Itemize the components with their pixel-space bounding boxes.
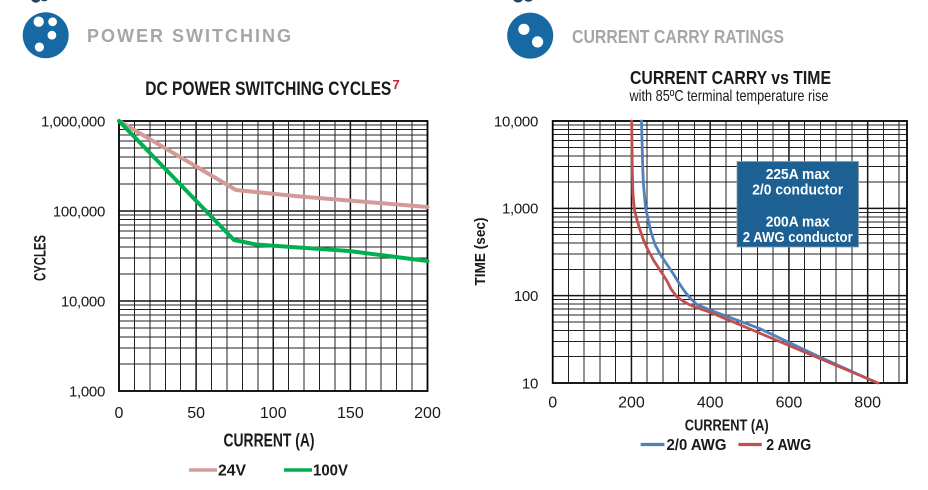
svg-text:10,000: 10,000 — [494, 113, 538, 130]
svg-text:50: 50 — [187, 405, 205, 422]
svg-text:CYCLES: CYCLES — [31, 235, 50, 281]
svg-text:CURRENT CARRY RATINGS: CURRENT CARRY RATINGS — [572, 27, 784, 47]
svg-text:200A max: 200A max — [766, 214, 831, 231]
svg-text:1,000: 1,000 — [69, 383, 105, 400]
svg-text:100: 100 — [514, 288, 538, 305]
svg-text:2 AWG conductor: 2 AWG conductor — [743, 229, 853, 246]
svg-text:10: 10 — [522, 375, 538, 392]
svg-text:100: 100 — [260, 405, 287, 422]
svg-text:CURRENT CARRY vs TIME: CURRENT CARRY vs TIME — [630, 68, 831, 88]
svg-text:2/0 conductor: 2/0 conductor — [752, 182, 843, 199]
svg-text:0: 0 — [115, 405, 124, 422]
svg-text:200: 200 — [414, 405, 441, 422]
svg-text:200: 200 — [618, 395, 645, 412]
svg-text:400: 400 — [697, 395, 724, 412]
svg-text:10,000: 10,000 — [61, 293, 105, 310]
svg-text:225A max: 225A max — [766, 166, 831, 183]
svg-text:POWER SWITCHING: POWER SWITCHING — [87, 26, 293, 46]
svg-text:800: 800 — [854, 395, 881, 412]
svg-text:CURRENT (A): CURRENT (A) — [224, 431, 315, 451]
svg-text:100,000: 100,000 — [53, 203, 105, 220]
svg-text:with 85ºC terminal temperature: with 85ºC terminal temperature rise — [629, 88, 829, 105]
svg-text:2 AWG: 2 AWG — [766, 437, 811, 454]
svg-text:1,000,000: 1,000,000 — [41, 113, 105, 130]
svg-text:1,000: 1,000 — [502, 201, 538, 218]
svg-text:CURRENT (A): CURRENT (A) — [685, 418, 769, 435]
svg-text:150: 150 — [337, 405, 364, 422]
svg-text:24V: 24V — [218, 463, 246, 480]
svg-text:0: 0 — [548, 395, 557, 412]
svg-text:TIME (sec): TIME (sec) — [472, 217, 489, 285]
svg-text:100V: 100V — [313, 463, 348, 480]
svg-text:7: 7 — [393, 77, 400, 92]
svg-text:2/0 AWG: 2/0 AWG — [667, 437, 727, 454]
svg-text:600: 600 — [776, 395, 803, 412]
svg-text:DC POWER SWITCHING CYCLES: DC POWER SWITCHING CYCLES — [145, 79, 391, 100]
